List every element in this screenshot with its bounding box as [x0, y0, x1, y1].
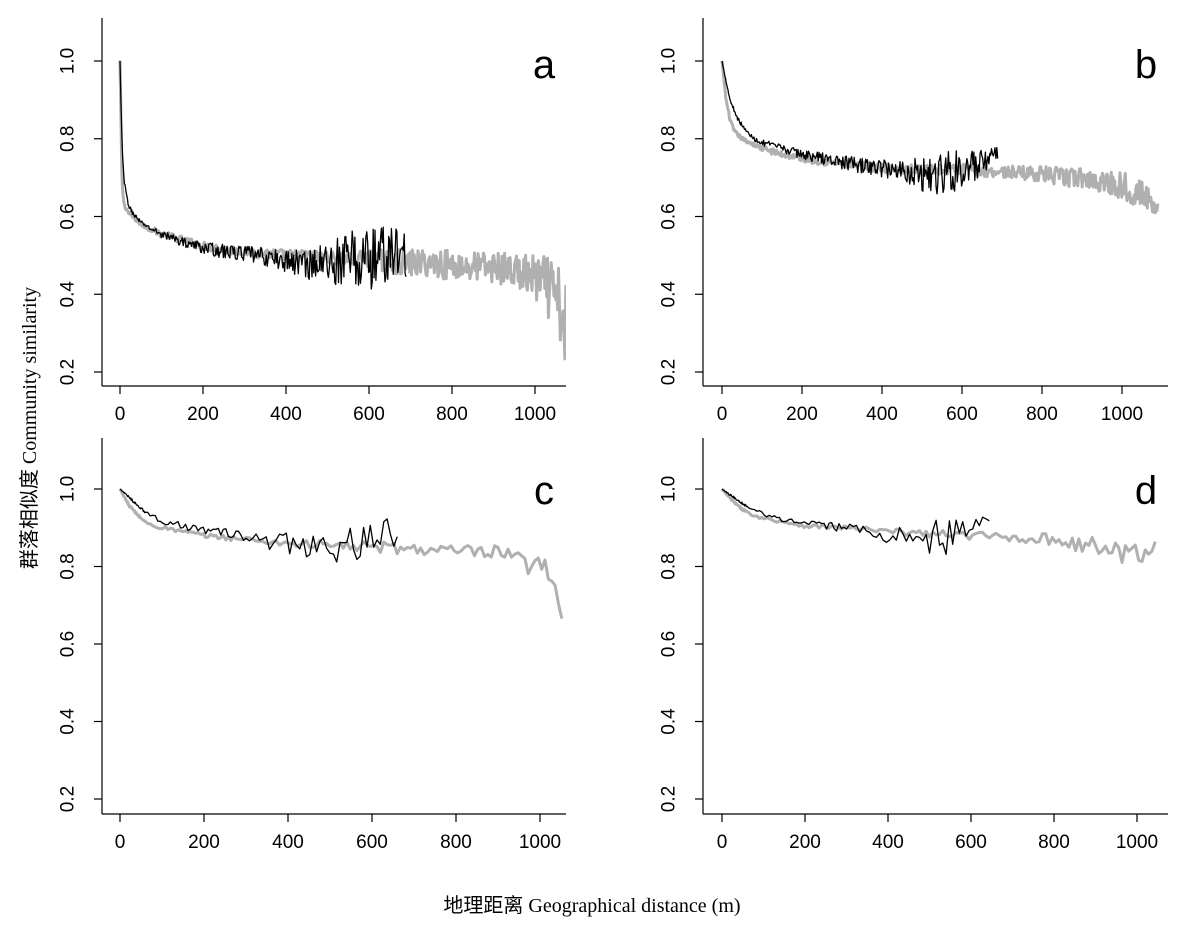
series-line-black [119, 60, 407, 290]
series-line-gray [118, 60, 566, 361]
x-tick-label: 0 [717, 404, 728, 425]
panel-letter: d [1135, 469, 1157, 513]
y-tick-label: 1.0 [58, 48, 79, 74]
x-tick-label: 0 [115, 404, 126, 425]
panel-d: 0.2 0.4 0.6 0.8 1.0 0 200 400 600 800 1000 d [659, 438, 1168, 853]
x-tick-label: 400 [270, 404, 302, 425]
chart-panels: 0.20.40.60.81.00 200 400 600 800 1000a0.20.40… [58, 18, 1168, 853]
x-tick-label: 400 [272, 832, 304, 853]
y-tick-label: 0.4 [58, 708, 79, 735]
x-tick-label: 400 [872, 832, 904, 853]
y-tick-label: 0.6 [58, 203, 79, 229]
x-axis-label: 地理距离 Geographical distance (m) [443, 894, 740, 917]
series-line-gray [720, 60, 1160, 215]
x-tick-label: 600 [353, 404, 385, 425]
series-line-gray [720, 488, 1157, 564]
y-tick-label: 0.6 [58, 631, 79, 657]
y-tick-label: 0.2 [659, 359, 680, 385]
x-tick-label: 200 [187, 404, 219, 425]
y-tick-label: 0.4 [58, 281, 79, 308]
y-tick-label: 0.8 [659, 553, 680, 579]
x-tick-label: 200 [789, 832, 821, 853]
x-tick-label: 1000 [1116, 832, 1158, 853]
x-tick-label: 600 [356, 832, 388, 853]
series-line-gray [118, 488, 564, 619]
y-tick-label: 1.0 [659, 48, 680, 74]
panel-letter: b [1135, 43, 1157, 87]
y-tick-label: 0.2 [58, 359, 79, 385]
panel-c: 0.2 0.4 0.6 0.8 1.0 0 200 400 600 800 1000 c [58, 438, 566, 853]
series-line-black [721, 60, 999, 195]
x-tick-label: 800 [440, 832, 472, 853]
y-tick-label: 0.8 [58, 553, 79, 579]
x-tick-label: 1000 [1101, 404, 1143, 425]
panel-letter: a [533, 43, 556, 87]
x-tick-label: 1000 [519, 832, 561, 853]
y-axis-label: 群落相似度 Community similarity [18, 287, 41, 569]
y-tick-label: 0.6 [659, 203, 680, 229]
x-tick-label: 600 [946, 404, 978, 425]
y-tick-label: 0.8 [58, 126, 79, 152]
x-tick-label: 800 [1038, 832, 1070, 853]
y-tick-label: 0.2 [58, 786, 79, 812]
x-tick-label: 400 [866, 404, 898, 425]
panel-letter: c [534, 469, 554, 513]
x-tick-label: 600 [955, 832, 987, 853]
y-tick-label: 1.0 [58, 476, 79, 502]
series-line-black [721, 488, 990, 555]
y-tick-label: 0.8 [659, 126, 680, 152]
y-tick-label: 0.4 [659, 281, 680, 308]
series-line-black [119, 488, 398, 563]
x-tick-label: 200 [188, 832, 220, 853]
panel-a: 0.2 0.4 0.6 0.8 1.0 0 200 400 600 800 1000 a [58, 18, 566, 425]
x-tick-label: 800 [436, 404, 468, 425]
x-tick-label: 0 [717, 832, 728, 853]
y-tick-label: 0.4 [659, 708, 680, 735]
panel-b: 0.2 0.4 0.6 0.8 1.0 0 200 400 600 800 1000 b [659, 18, 1168, 425]
y-tick-label: 0.2 [659, 786, 680, 812]
x-tick-label: 0 [115, 832, 126, 853]
x-tick-label: 800 [1026, 404, 1058, 425]
x-tick-label: 200 [786, 404, 818, 425]
x-tick-label: 1000 [514, 404, 556, 425]
y-tick-label: 0.6 [659, 631, 680, 657]
y-tick-label: 1.0 [659, 476, 680, 502]
